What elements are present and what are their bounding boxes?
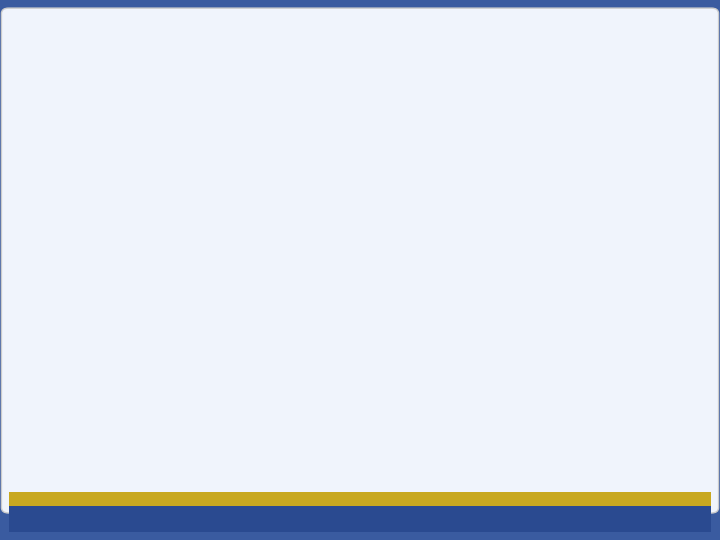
FancyBboxPatch shape — [335, 367, 677, 416]
Text: LAN Port LED: LAN Port LED — [462, 334, 550, 347]
FancyBboxPatch shape — [109, 119, 145, 153]
Text: PLANET: PLANET — [76, 29, 153, 47]
Circle shape — [143, 261, 153, 274]
Circle shape — [143, 218, 153, 231]
FancyBboxPatch shape — [109, 441, 145, 475]
FancyBboxPatch shape — [100, 274, 108, 285]
Text: Wireless LED: Wireless LED — [463, 285, 549, 298]
Text: ⚡: ⚡ — [127, 338, 133, 347]
Text: ≈: ≈ — [127, 308, 134, 316]
FancyBboxPatch shape — [97, 127, 158, 467]
Text: 6 / 33: 6 / 33 — [663, 505, 695, 515]
Text: Side View - LED: Side View - LED — [54, 90, 212, 108]
FancyBboxPatch shape — [335, 267, 677, 316]
Text: www.planet.com.tw: www.planet.com.tw — [305, 505, 415, 515]
Text: Product Overview: Product Overview — [221, 43, 499, 71]
FancyBboxPatch shape — [100, 299, 108, 309]
Text: ⏻: ⏻ — [128, 399, 133, 407]
FancyBboxPatch shape — [100, 323, 108, 334]
Circle shape — [143, 232, 153, 246]
FancyBboxPatch shape — [335, 316, 677, 364]
Text: WAN Port LED: WAN Port LED — [459, 385, 552, 398]
Polygon shape — [127, 138, 300, 456]
Text: ⊕: ⊕ — [127, 368, 134, 377]
FancyBboxPatch shape — [335, 416, 677, 464]
Text: Signal Indicator
(Client & Repeater Mode): Signal Indicator (Client & Repeater Mode… — [421, 204, 590, 233]
Circle shape — [143, 203, 153, 217]
Text: Networking & Communication: Networking & Communication — [76, 58, 171, 63]
FancyBboxPatch shape — [335, 194, 677, 243]
Circle shape — [143, 366, 153, 380]
Circle shape — [143, 335, 153, 349]
FancyBboxPatch shape — [140, 191, 156, 403]
Circle shape — [0, 25, 97, 69]
Circle shape — [143, 305, 153, 319]
Circle shape — [143, 246, 153, 260]
Text: ◆: ◆ — [32, 91, 44, 106]
Circle shape — [143, 396, 153, 410]
FancyBboxPatch shape — [100, 373, 108, 383]
Text: Power LED: Power LED — [470, 434, 541, 447]
FancyBboxPatch shape — [100, 348, 108, 359]
